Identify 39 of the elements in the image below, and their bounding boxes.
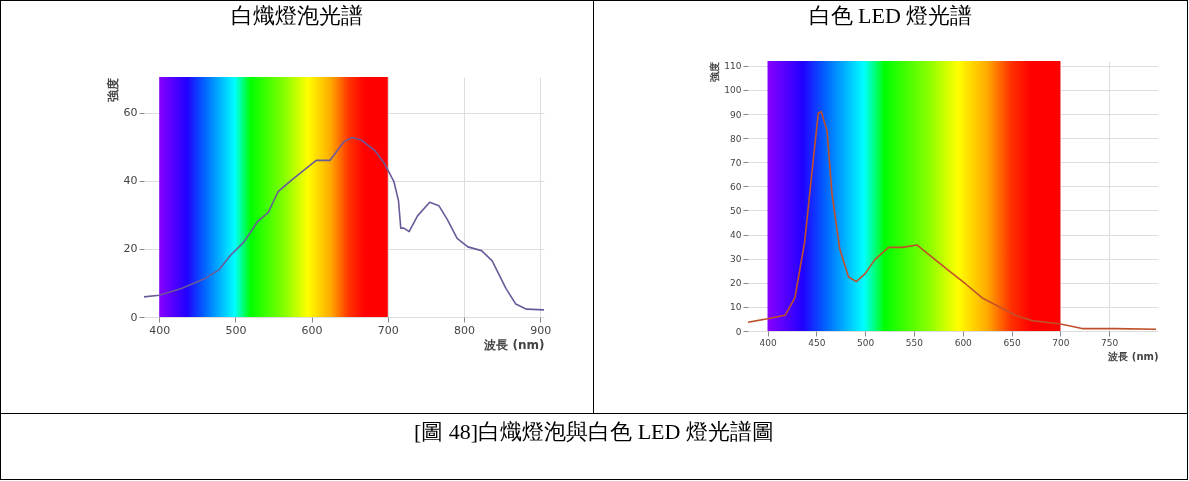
x-tick-label: 550 <box>905 337 924 348</box>
x-tick-label: 600 <box>301 323 323 337</box>
x-tick-label: 600 <box>954 337 973 348</box>
y-tick-label: 100 <box>724 85 742 96</box>
y-tick-label: 80 <box>730 133 742 144</box>
text: [圖 48]白熾燈泡與白色 LED 燈光譜圖 <box>0 413 1188 480</box>
chart-title: 白熾燈泡光譜 <box>230 2 364 30</box>
line-series <box>747 110 1157 331</box>
x-tick-label: 400 <box>149 323 171 337</box>
y-tick-label: 10 <box>730 302 742 313</box>
x-tick-label: 700 <box>1052 337 1070 348</box>
y-tick-label: 40 <box>123 174 138 188</box>
y-tick-label: 40 <box>730 230 742 241</box>
y-tick-label: 90 <box>730 109 742 120</box>
x-tick-label: 400 <box>759 337 777 348</box>
x-axis-title: 波長 (nm) <box>1107 350 1159 362</box>
x-tick-label: 500 <box>857 337 875 348</box>
x-tick-label: 450 <box>808 337 826 348</box>
y-tick-label: 60 <box>730 181 742 192</box>
y-tick-label: 0 <box>130 310 138 324</box>
y-tick-label: 30 <box>730 254 742 265</box>
y-axis-title: 強度 <box>709 61 721 82</box>
x-tick-label: 700 <box>377 323 399 337</box>
x-tick-label: 750 <box>1101 337 1119 348</box>
y-tick-label: 20 <box>730 278 742 289</box>
x-tick-label: 650 <box>1003 337 1021 348</box>
line-series <box>143 136 545 311</box>
x-tick-label: 900 <box>530 323 552 337</box>
y-axis-title: 強度 <box>105 77 120 102</box>
y-tick-label: 20 <box>123 242 138 256</box>
y-tick-label: 110 <box>724 61 742 72</box>
x-axis-title: 波長 (nm) <box>483 337 545 352</box>
y-tick-label: 70 <box>730 157 742 168</box>
x-tick-label: 800 <box>454 323 475 337</box>
x-tick-label: 500 <box>225 323 247 337</box>
y-tick-label: 60 <box>123 106 138 120</box>
y-tick-label: 50 <box>730 205 742 216</box>
chart-title: 白色 LED 燈光譜 <box>807 2 974 30</box>
y-tick-label: 0 <box>735 326 742 337</box>
